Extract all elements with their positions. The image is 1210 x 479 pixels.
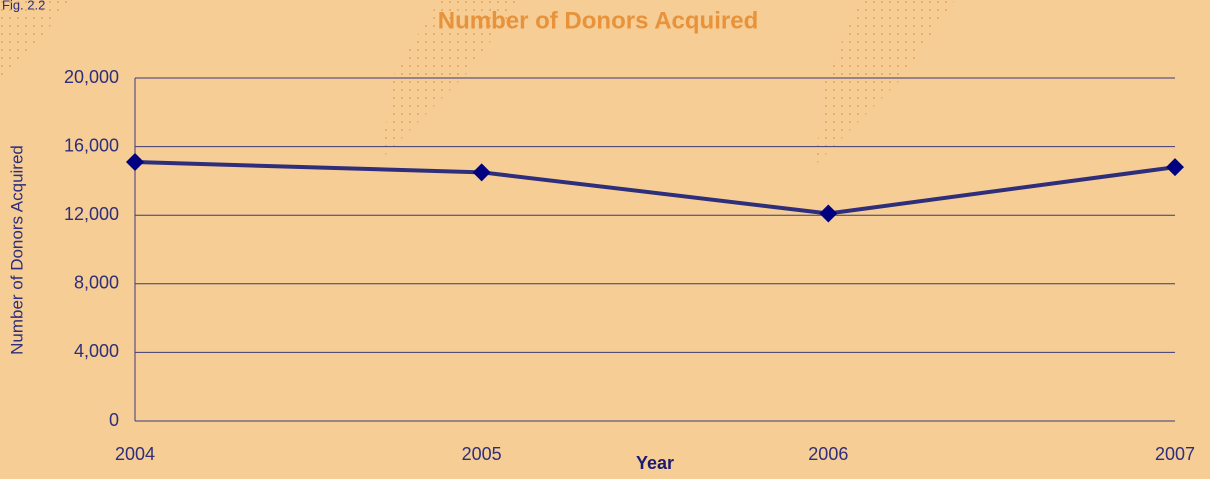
decoration <box>0 0 70 80</box>
x-axis-label: Year <box>636 453 674 473</box>
y-tick-label: 4,000 <box>74 341 119 361</box>
marker <box>472 163 491 182</box>
x-tick-label: 2004 <box>115 444 155 464</box>
marker <box>1166 158 1184 177</box>
x-tick-label: 2006 <box>808 444 848 464</box>
y-axis-label: Number of Donors Acquired <box>7 145 26 355</box>
decoration <box>815 0 955 165</box>
y-tick-label: 16,000 <box>64 135 119 155</box>
figure-label: Fig. 2.2 <box>2 0 45 12</box>
chart-title: Number of Donors Acquired <box>438 7 758 34</box>
marker <box>126 153 144 172</box>
y-tick-label: 20,000 <box>64 67 119 87</box>
y-tick-label: 0 <box>109 410 119 430</box>
decoration <box>380 0 520 160</box>
series-line <box>134 160 1176 216</box>
x-tick-label: 2005 <box>462 444 502 464</box>
y-tick-label: 12,000 <box>64 204 119 224</box>
y-tick-label: 8,000 <box>74 273 119 293</box>
marker <box>819 204 838 223</box>
x-tick-label: 2007 <box>1155 444 1195 464</box>
